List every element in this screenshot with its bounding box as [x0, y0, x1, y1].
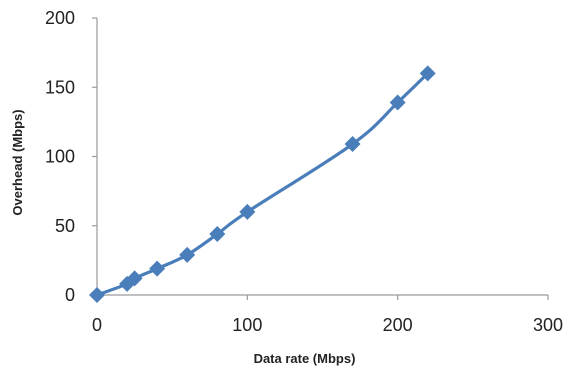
series: [89, 65, 436, 303]
x-tick-label: 100: [232, 315, 262, 335]
series-line: [96, 72, 429, 297]
y-tick-label: 150: [45, 77, 75, 97]
data-point-marker: [149, 260, 166, 277]
x-tick-label: 300: [533, 315, 563, 335]
y-tick-label: 200: [45, 8, 75, 28]
x-tick-label: 200: [383, 315, 413, 335]
x-axis-title: Data rate (Mbps): [254, 351, 356, 366]
y-tick-label: 50: [55, 216, 75, 236]
data-point-marker: [344, 136, 361, 153]
data-point-marker: [389, 94, 406, 111]
data-point-marker: [239, 203, 256, 220]
data-point-marker: [209, 226, 226, 243]
axes: [96, 18, 548, 296]
ticks: 0 50 100 150 200 0 100 200 300: [45, 8, 563, 335]
y-axis-title: Overhead (Mbps): [10, 109, 25, 215]
y-tick-label: 0: [65, 285, 75, 305]
y-tick-label: 100: [45, 147, 75, 167]
data-point-marker: [126, 270, 143, 287]
data-point-marker: [419, 65, 436, 82]
data-point-marker: [89, 287, 105, 303]
data-point-marker: [179, 246, 196, 263]
x-tick-label: 0: [92, 315, 102, 335]
